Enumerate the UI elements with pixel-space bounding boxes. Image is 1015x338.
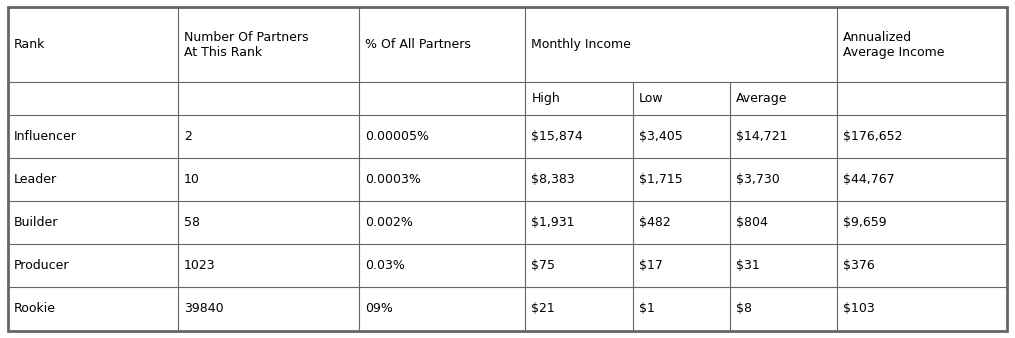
Text: $1,715: $1,715: [638, 173, 683, 186]
Text: $9,659: $9,659: [843, 216, 887, 229]
Text: Producer: Producer: [14, 259, 70, 272]
Text: $804: $804: [736, 216, 767, 229]
Text: Low: Low: [638, 92, 664, 105]
Text: Builder: Builder: [14, 216, 59, 229]
Text: 58: 58: [184, 216, 200, 229]
Text: 0.0003%: 0.0003%: [364, 173, 420, 186]
Text: Number Of Partners
At This Rank: Number Of Partners At This Rank: [184, 31, 309, 59]
Text: $17: $17: [638, 259, 663, 272]
Text: High: High: [531, 92, 560, 105]
Text: $75: $75: [531, 259, 555, 272]
Text: Leader: Leader: [14, 173, 57, 186]
Text: $15,874: $15,874: [531, 130, 583, 143]
Text: $103: $103: [843, 303, 875, 315]
Text: $8,383: $8,383: [531, 173, 576, 186]
Text: 2: 2: [184, 130, 192, 143]
Text: % Of All Partners: % Of All Partners: [364, 39, 471, 51]
Text: $3,405: $3,405: [638, 130, 683, 143]
Text: $176,652: $176,652: [843, 130, 902, 143]
Text: $14,721: $14,721: [736, 130, 787, 143]
Text: Influencer: Influencer: [14, 130, 77, 143]
Text: $31: $31: [736, 259, 759, 272]
Text: 09%: 09%: [364, 303, 393, 315]
Text: Annualized
Average Income: Annualized Average Income: [843, 31, 945, 59]
Text: $21: $21: [531, 303, 555, 315]
Text: 10: 10: [184, 173, 200, 186]
Text: Rookie: Rookie: [14, 303, 56, 315]
Text: Monthly Income: Monthly Income: [531, 39, 631, 51]
Text: 39840: 39840: [184, 303, 223, 315]
Text: Average: Average: [736, 92, 787, 105]
Text: 0.002%: 0.002%: [364, 216, 412, 229]
Text: $8: $8: [736, 303, 751, 315]
Text: $376: $376: [843, 259, 875, 272]
Text: 0.00005%: 0.00005%: [364, 130, 428, 143]
Text: $3,730: $3,730: [736, 173, 780, 186]
Text: $44,767: $44,767: [843, 173, 895, 186]
Text: $1,931: $1,931: [531, 216, 574, 229]
Text: $1: $1: [638, 303, 655, 315]
Text: 1023: 1023: [184, 259, 216, 272]
Text: $482: $482: [638, 216, 671, 229]
Text: Rank: Rank: [14, 39, 46, 51]
Text: 0.03%: 0.03%: [364, 259, 405, 272]
